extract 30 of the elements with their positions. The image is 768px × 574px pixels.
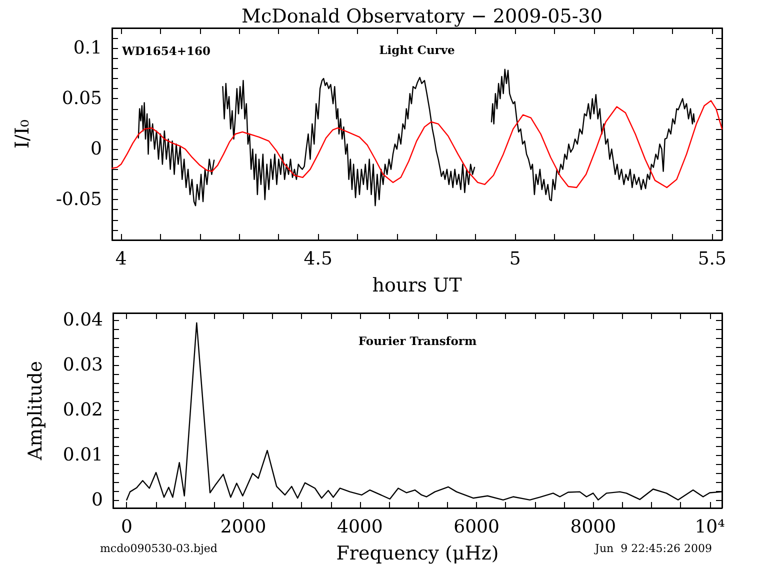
text: Jun 9 22:45:26 2009 bbox=[594, 542, 712, 555]
y-tick-label: 0 bbox=[92, 489, 103, 510]
x-tick-label: 5 bbox=[509, 248, 521, 270]
text: mcdo090530-03.bjed bbox=[100, 542, 218, 555]
x-tick-label: 4000 bbox=[337, 516, 383, 538]
annotation: Fourier Transform bbox=[358, 334, 477, 348]
annotation: WD1654+160 bbox=[121, 44, 211, 58]
line-series bbox=[111, 100, 723, 188]
x-tick-label: 5.5 bbox=[698, 248, 726, 270]
x-tick-label: 4 bbox=[115, 248, 127, 270]
x-tick-label: 6000 bbox=[454, 516, 500, 538]
y-tick-label: 0.04 bbox=[62, 310, 103, 331]
x-tick-label: 0 bbox=[120, 516, 132, 538]
x-tick-label: 2000 bbox=[220, 516, 266, 538]
y-tick-label: 0.1 bbox=[73, 38, 102, 59]
x-tick-label: 10⁴ bbox=[694, 516, 725, 538]
annotation: Light Curve bbox=[379, 43, 455, 57]
x-tick-label: 4.5 bbox=[304, 248, 332, 270]
y-tick-label: 0.01 bbox=[62, 444, 103, 466]
x-tick-label: 8000 bbox=[570, 516, 616, 538]
y-axis-title: Amplitude bbox=[24, 360, 46, 462]
chart-title: McDonald Observatory − 2009-05-30 bbox=[242, 6, 602, 28]
y-axis-title: I/I₀ bbox=[12, 119, 34, 149]
y-tick-label: -0.05 bbox=[56, 189, 102, 210]
y-tick-label: 0 bbox=[90, 138, 102, 160]
y-tick-label: 0.05 bbox=[62, 88, 102, 110]
x-axis-title: Frequency (μHz) bbox=[336, 542, 499, 564]
y-tick-label: 0.02 bbox=[62, 400, 103, 421]
y-tick-label: 0.03 bbox=[62, 354, 103, 376]
x-axis-title: hours UT bbox=[372, 274, 462, 296]
